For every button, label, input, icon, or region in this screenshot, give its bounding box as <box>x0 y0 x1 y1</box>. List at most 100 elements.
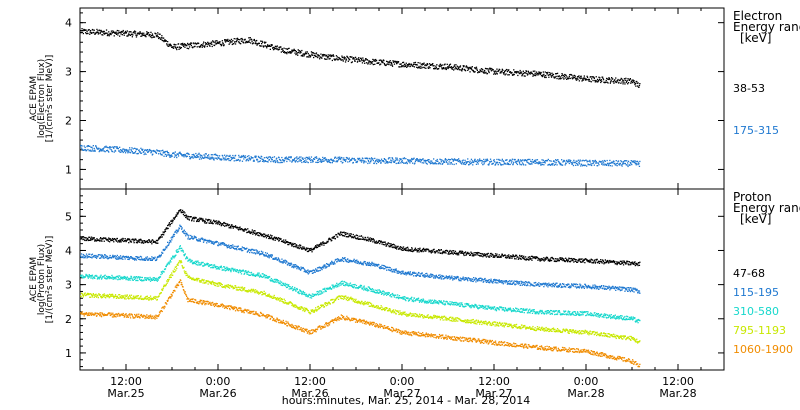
data-point <box>517 282 519 284</box>
data-point <box>616 81 618 83</box>
data-point <box>429 274 431 276</box>
data-point <box>629 162 631 164</box>
data-point <box>504 280 506 282</box>
data-point <box>521 74 524 76</box>
data-point <box>421 64 423 66</box>
data-point <box>347 60 349 62</box>
data-point <box>520 160 522 162</box>
data-point <box>501 70 503 73</box>
data-point <box>241 37 243 40</box>
data-point <box>545 257 547 259</box>
data-point <box>290 264 292 266</box>
data-point <box>240 40 243 42</box>
data-point <box>387 242 390 244</box>
data-point <box>504 254 506 256</box>
data-point <box>386 161 388 163</box>
data-point <box>605 79 607 82</box>
data-point <box>408 63 411 66</box>
data-point <box>112 146 114 149</box>
data-point <box>561 257 564 260</box>
data-point <box>226 245 228 247</box>
data-point <box>427 159 429 161</box>
data-point <box>541 75 544 78</box>
data-point <box>484 253 486 255</box>
data-point <box>417 160 419 163</box>
data-point <box>364 160 366 162</box>
data-point <box>466 67 468 69</box>
data-point <box>495 70 497 72</box>
data-point <box>258 156 260 158</box>
data-point <box>452 160 454 162</box>
data-point <box>478 161 480 163</box>
data-point <box>533 256 535 258</box>
data-point <box>116 258 118 260</box>
data-point <box>514 255 516 257</box>
data-point <box>343 157 345 159</box>
data-point <box>531 159 534 161</box>
data-point <box>295 53 297 56</box>
data-point <box>301 54 303 56</box>
data-point <box>290 157 292 159</box>
data-point <box>553 285 555 287</box>
data-point <box>555 260 558 263</box>
data-point <box>394 159 396 161</box>
data-point <box>622 260 624 262</box>
data-point <box>526 281 528 284</box>
data-point <box>312 160 314 162</box>
data-point <box>627 263 629 265</box>
data-point <box>126 35 128 37</box>
data-point <box>300 266 302 268</box>
data-point <box>281 262 284 264</box>
data-point <box>447 163 449 165</box>
data-point <box>582 259 585 262</box>
data-point <box>129 31 131 33</box>
data-point <box>489 161 491 163</box>
data-point <box>279 237 281 239</box>
data-point <box>607 260 609 262</box>
data-point <box>382 241 384 244</box>
data-point <box>125 150 128 152</box>
data-point <box>406 271 408 274</box>
data-point <box>586 76 589 78</box>
data-point <box>369 61 371 63</box>
data-point <box>444 250 447 252</box>
data-point <box>455 163 457 165</box>
data-point <box>293 159 295 161</box>
data-point <box>535 257 537 260</box>
data-point <box>108 31 110 33</box>
data-point <box>405 62 407 64</box>
data-point <box>405 272 407 274</box>
data-point <box>103 257 105 259</box>
data-point <box>344 61 347 63</box>
data-point <box>284 242 286 244</box>
data-point <box>261 40 263 42</box>
data-point <box>407 246 409 248</box>
data-point <box>623 162 625 165</box>
data-point <box>206 43 208 45</box>
data-point <box>185 233 187 235</box>
data-point <box>319 158 322 161</box>
data-point <box>230 158 233 160</box>
data-point <box>169 154 171 157</box>
data-point <box>564 260 566 263</box>
data-point <box>290 262 292 264</box>
data-point <box>628 288 630 290</box>
data-point <box>571 163 574 165</box>
data-point <box>156 149 158 151</box>
data-point <box>250 156 252 158</box>
data-point <box>252 252 254 254</box>
data-point <box>577 260 580 262</box>
data-point <box>597 286 599 288</box>
data-point <box>424 276 426 278</box>
data-point <box>459 161 461 163</box>
data-point <box>525 72 527 74</box>
data-point <box>339 157 341 160</box>
data-point <box>262 46 265 48</box>
data-point <box>349 160 351 163</box>
data-point <box>127 152 129 154</box>
data-point <box>418 275 421 277</box>
data-point <box>619 79 621 82</box>
data-point <box>203 45 205 47</box>
data-point <box>416 251 418 253</box>
